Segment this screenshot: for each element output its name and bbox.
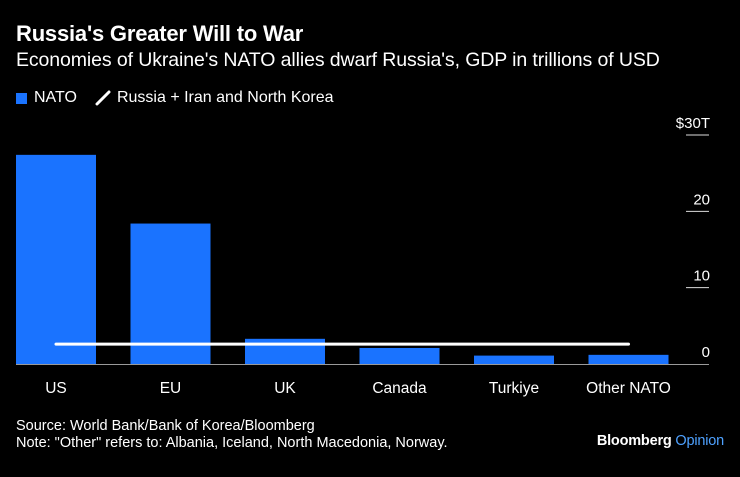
legend-item-nato: NATO bbox=[16, 89, 77, 107]
footer: Source: World Bank/Bank of Korea/Bloombe… bbox=[16, 418, 448, 452]
x-tick-label-eu: EU bbox=[160, 380, 182, 397]
legend: NATO Russia + Iran and North Korea bbox=[16, 89, 352, 107]
bar-canada bbox=[359, 347, 440, 364]
source-note: Source: World Bank/Bank of Korea/Bloombe… bbox=[16, 418, 315, 434]
legend-swatch-russia bbox=[95, 90, 111, 106]
legend-swatch-nato bbox=[16, 92, 27, 104]
y-tick-label-10: 10 bbox=[693, 268, 710, 285]
legend-label-russia: Russia + Iran and North Korea bbox=[116, 89, 334, 106]
brand-name: Bloomberg bbox=[596, 433, 672, 449]
chart-title: Russia's Greater Will to War bbox=[16, 21, 304, 46]
y-tick-label-0: 0 bbox=[702, 344, 710, 361]
footnote: Note: "Other" refers to: Albania, Icelan… bbox=[16, 435, 448, 451]
brand-logo: Bloomberg Opinion bbox=[597, 433, 724, 449]
bar-other-nato bbox=[588, 354, 669, 364]
legend-item-russia: Russia + Iran and North Korea bbox=[95, 89, 334, 107]
bar-eu bbox=[130, 223, 211, 364]
x-tick-label-other-nato: Other NATO bbox=[586, 380, 671, 397]
x-tick-label-us: US bbox=[45, 380, 67, 397]
y-tick-label-30: $30T bbox=[676, 115, 710, 132]
bar-turkiye bbox=[474, 355, 554, 364]
bar-us bbox=[16, 154, 96, 364]
legend-label-nato: NATO bbox=[34, 89, 77, 106]
bar-uk bbox=[245, 338, 325, 364]
chart-subtitle: Economies of Ukraine's NATO allies dwarf… bbox=[16, 49, 660, 71]
y-tick-label-20: 20 bbox=[693, 191, 710, 208]
x-tick-label-turkiye: Turkiye bbox=[489, 380, 539, 397]
x-tick-label-uk: UK bbox=[274, 380, 296, 397]
x-tick-label-canada: Canada bbox=[372, 380, 427, 397]
brand-suffix: Opinion bbox=[675, 433, 724, 449]
